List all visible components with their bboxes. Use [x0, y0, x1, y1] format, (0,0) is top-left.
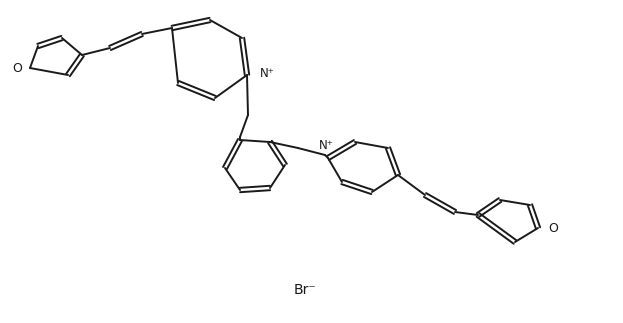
Text: Br⁻: Br⁻	[293, 283, 316, 297]
Text: N⁺: N⁺	[318, 139, 333, 151]
Text: O: O	[12, 61, 22, 75]
Text: O: O	[548, 222, 558, 234]
Text: N⁺: N⁺	[260, 67, 275, 79]
